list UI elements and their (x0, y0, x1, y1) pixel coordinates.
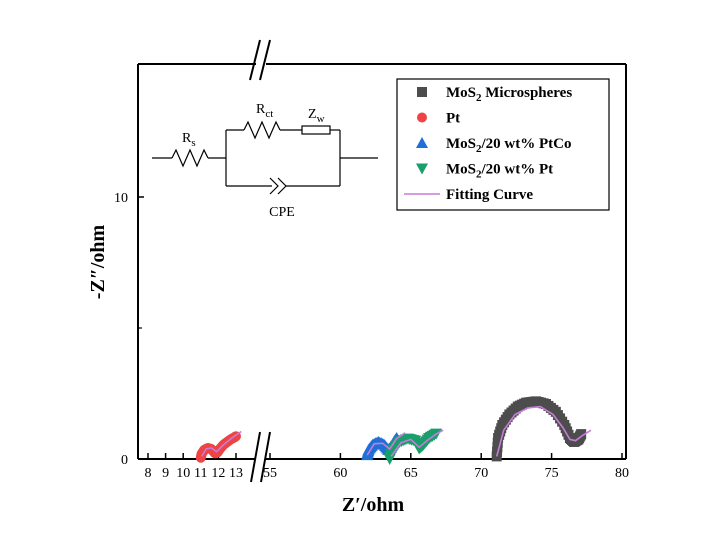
legend: MoS2 Microspheres Pt MoS2/20 wt% PtCo MoS2/… (396, 78, 610, 211)
legend-marker (417, 112, 427, 123)
legend-label: MoS2/20 wt% PtCo (446, 136, 572, 155)
cpe-label: CPE (269, 205, 295, 220)
series-fitting-curve (201, 405, 592, 457)
x-tick-label: 10 (176, 466, 190, 481)
legend-marker (416, 163, 428, 175)
legend-entry: MoS2 Microspheres (417, 85, 572, 104)
fitting-curve-segment (366, 432, 406, 456)
x-tick-label: 12 (211, 466, 225, 481)
break-mark-bottom-b (260, 431, 271, 483)
fitting-curve-segment (201, 430, 242, 457)
x-tick-label: 8 (145, 466, 152, 481)
cpe-element-a (269, 177, 279, 195)
cpe-element-b (277, 177, 287, 195)
y-tick-label: 10 (114, 191, 128, 206)
rs-resistor (171, 148, 209, 168)
x-tick-label: 75 (545, 466, 559, 481)
break-mark-top-b (259, 39, 271, 81)
equivalent-circuit (152, 120, 378, 195)
y-tick-label: 0 (121, 453, 128, 468)
legend-box (396, 78, 610, 211)
axis-ticks: 8 9 10 11 12 13 55 60 65 70 75 80 0 10 (114, 191, 629, 481)
legend-entry: MoS2/20 wt% PtCo (416, 136, 572, 155)
break-mark-top-a (249, 39, 261, 81)
fitting-curve-segment (495, 405, 592, 457)
zw-element (301, 125, 331, 135)
legend-marker (416, 137, 428, 148)
legend-marker (417, 87, 427, 97)
y-axis-title: -Z″/ohm (87, 224, 109, 299)
fitting-curve-segment (390, 429, 444, 457)
x-tick-label: 13 (229, 466, 243, 481)
x-tick-label: 70 (474, 466, 488, 481)
x-tick-label: 65 (404, 466, 418, 481)
x-axis-title: Z′/ohm (342, 494, 405, 516)
x-tick-label: 9 (162, 466, 169, 481)
legend-label: Pt (446, 111, 460, 127)
x-tick-label: 80 (615, 466, 629, 481)
x-tick-label: 60 (333, 466, 347, 481)
series-layer (195, 396, 592, 465)
data-point (576, 429, 587, 440)
legend-label: MoS2/20 wt% Pt (446, 162, 553, 181)
rs-label: Rs (182, 131, 196, 149)
rct-resistor (243, 120, 281, 140)
legend-entry: Pt (417, 111, 460, 127)
zw-label: Zw (308, 107, 325, 125)
break-mark-bottom-a (250, 431, 261, 483)
legend-label: MoS2 Microspheres (446, 85, 572, 104)
rct-label: Rct (256, 102, 273, 120)
legend-entry: Fitting Curve (404, 187, 533, 203)
legend-entry: MoS2/20 wt% Pt (416, 162, 553, 181)
x-tick-label: 11 (194, 466, 207, 481)
legend-label: Fitting Curve (446, 187, 533, 203)
x-tick-label: 55 (263, 466, 277, 481)
